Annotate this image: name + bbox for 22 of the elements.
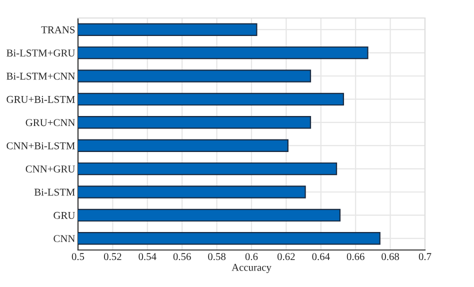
- x-tick-label: 0.68: [382, 253, 400, 260]
- x-axis-title: Accuracy: [232, 264, 272, 274]
- y-tick-label: CNN+GRU: [26, 166, 76, 173]
- x-tick-label: 0.5: [72, 253, 84, 260]
- y-tick-label: GRU+CNN: [26, 119, 75, 126]
- y-tick-label: CNN: [54, 235, 75, 242]
- x-tick-label: 0.58: [208, 253, 226, 260]
- y-tick-label: Bi-LSTM: [34, 188, 75, 196]
- y-tick-label: GRU: [54, 212, 76, 219]
- x-tick-label: 0.64: [312, 253, 330, 260]
- y-tick-label: TRANS: [41, 26, 75, 34]
- x-tick-label: 0.56: [173, 253, 191, 260]
- x-tick-label: 0.7: [418, 253, 432, 260]
- y-tick-label: CNN+Bi-LSTM: [6, 142, 75, 150]
- x-tick-label: 0.62: [277, 253, 295, 260]
- x-tick-label: 0.6: [245, 253, 258, 260]
- y-tick-label: Bi-LSTM+GRU: [6, 50, 76, 57]
- x-tick-label: 0.54: [138, 253, 156, 260]
- y-tick-label: Bi-LSTM+CNN: [6, 72, 75, 80]
- x-tick-label: 0.66: [346, 253, 364, 260]
- x-tick-label: 0.52: [104, 253, 122, 260]
- y-tick-label: GRU+Bi-LSTM: [6, 96, 75, 103]
